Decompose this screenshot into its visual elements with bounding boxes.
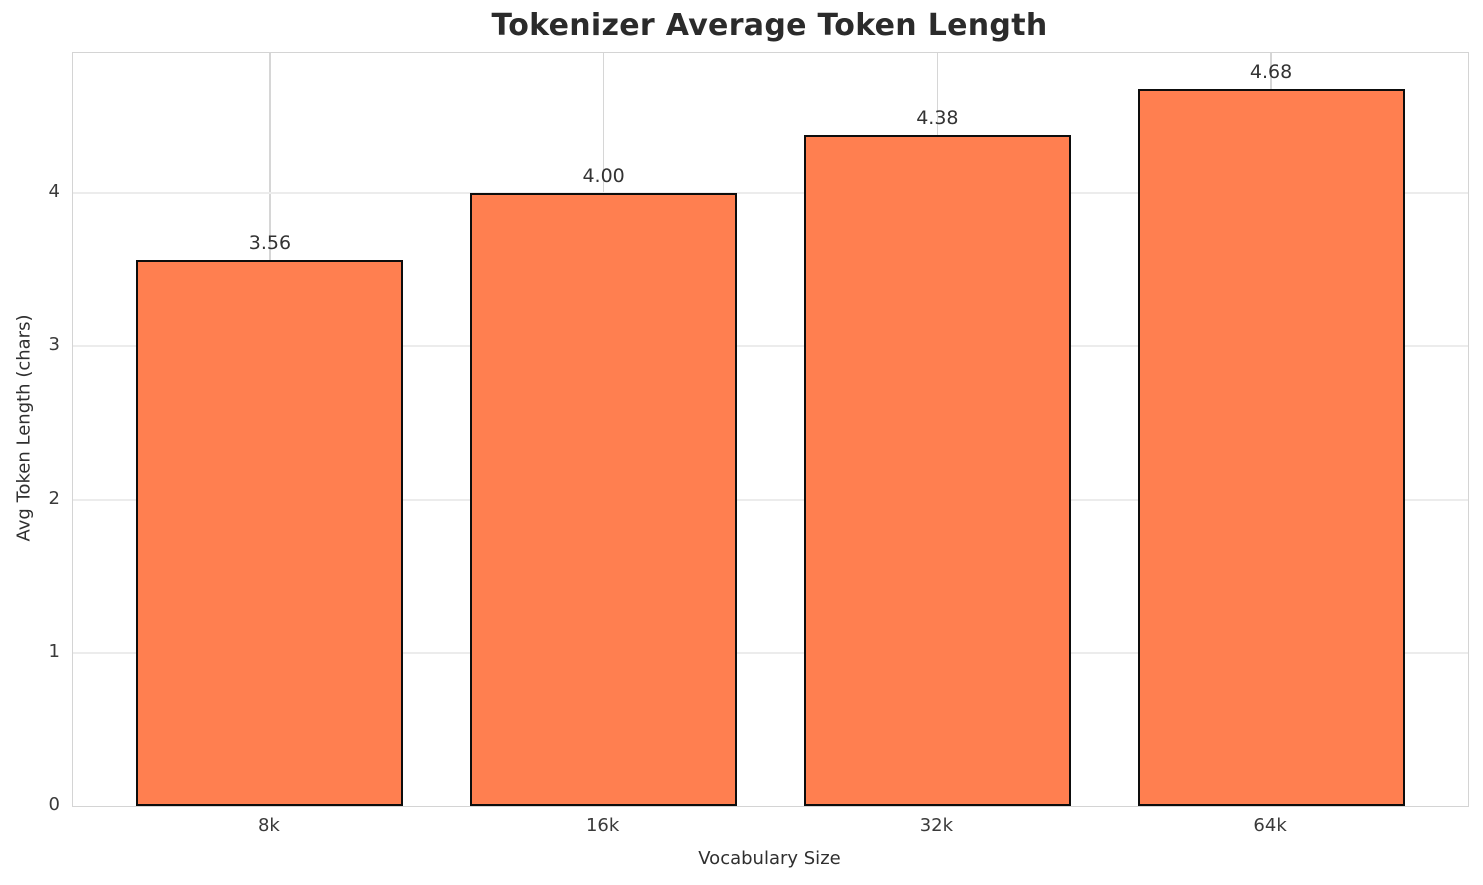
bar-32k	[803, 134, 1071, 806]
y-gridline	[73, 651, 1468, 654]
bar-value-label: 4.00	[582, 165, 625, 188]
y-tick-label: 0	[48, 794, 60, 815]
x-tick-label: 16k	[585, 815, 620, 836]
bar-value-label: 4.68	[1249, 60, 1293, 83]
bar-value-label: 3.56	[248, 232, 292, 255]
bar-16k	[470, 193, 738, 806]
bar-8k	[136, 260, 404, 806]
bar-64k	[1137, 88, 1405, 806]
y-tick-label: 3	[48, 334, 60, 356]
y-tick-label: 1	[48, 640, 60, 662]
y-gridline	[73, 192, 1468, 195]
plot-area: 3.56 4.00 4.38 4.68	[72, 52, 1469, 807]
x-tick-label: 32k	[919, 815, 954, 836]
x-tick-label: 8k	[257, 815, 280, 836]
x-axis-label: Vocabulary Size	[698, 848, 841, 869]
y-gridline	[73, 345, 1468, 348]
y-gridline	[73, 498, 1468, 501]
bar-value-label: 4.38	[916, 106, 959, 129]
y-tick-label: 4	[48, 181, 60, 203]
y-tick-label: 2	[48, 487, 60, 509]
chart-title: Tokenizer Average Token Length	[491, 8, 1048, 43]
x-tick-label: 64k	[1253, 815, 1287, 836]
